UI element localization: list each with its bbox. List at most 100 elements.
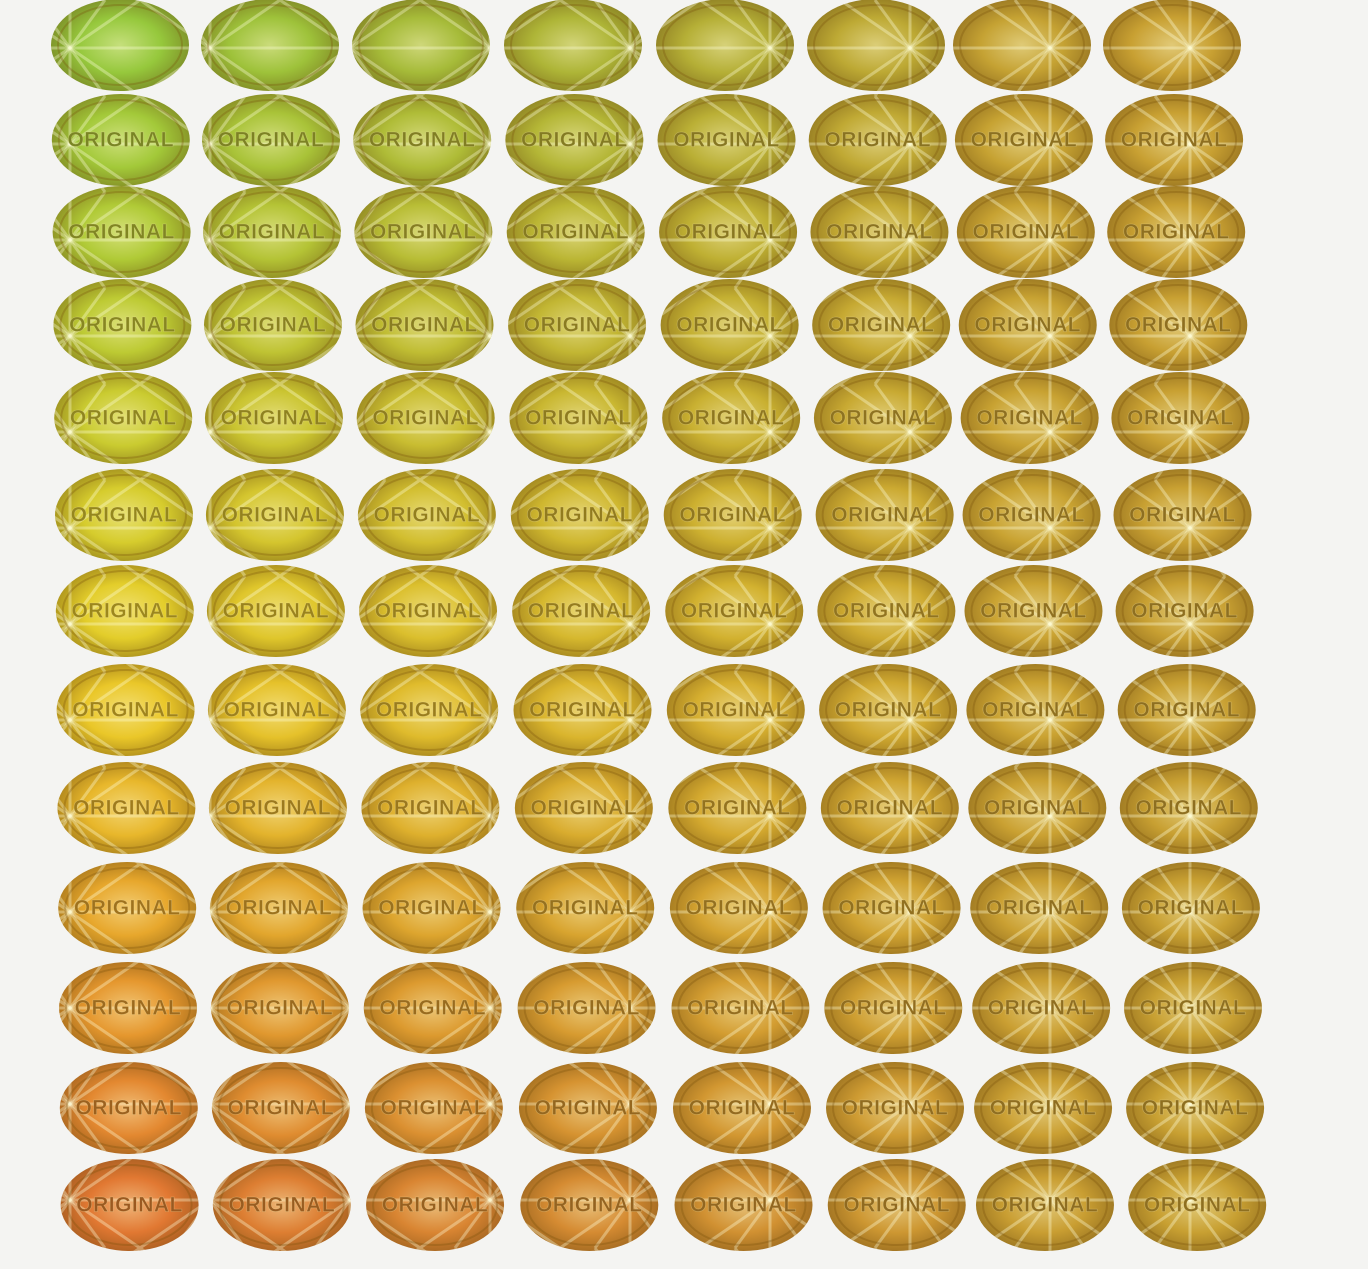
sticker-ring (675, 867, 802, 949)
sticker-text: ORIGINAL (526, 504, 633, 527)
sticker (656, 0, 794, 91)
sticker-pattern (1128, 1159, 1267, 1251)
sticker-ring (359, 99, 486, 181)
sticker-pattern (1107, 186, 1246, 278)
sticker-ring (66, 1164, 193, 1246)
sticker: ORIGINAL (812, 279, 951, 371)
sticker-text: ORIGINAL (686, 897, 793, 920)
sticker-text: ORIGINAL (1138, 897, 1245, 920)
sticker-text: ORIGINAL (690, 1194, 797, 1217)
sticker-ring (365, 570, 492, 652)
sticker-ring (1109, 4, 1235, 86)
sticker-pattern (354, 186, 493, 278)
sticker-text: ORIGINAL (843, 1194, 950, 1217)
sticker-ring (663, 99, 790, 181)
sticker-text: ORIGINAL (976, 407, 1083, 430)
sticker: ORIGINAL (517, 962, 656, 1054)
sticker: ORIGINAL (57, 762, 196, 854)
sticker: ORIGINAL (1128, 1159, 1267, 1251)
sticker-pattern (506, 186, 645, 278)
sticker-ring (1111, 99, 1238, 181)
sticker: ORIGINAL (516, 862, 655, 954)
sticker: ORIGINAL (1119, 762, 1258, 854)
sticker-ring (680, 1164, 807, 1246)
sticker-ring (212, 570, 339, 652)
sticker: ORIGINAL (361, 762, 500, 854)
sticker-ring (1134, 1164, 1261, 1246)
sticker-text: ORIGINAL (1135, 797, 1242, 820)
sticker-pattern (970, 862, 1109, 954)
sticker-ring (57, 4, 183, 86)
sticker-text: ORIGINAL (522, 221, 629, 244)
sticker-ring (363, 474, 490, 556)
sticker-text: ORIGINAL (375, 600, 482, 623)
sticker-text: ORIGINAL (679, 504, 786, 527)
sticker: ORIGINAL (55, 469, 193, 561)
sticker-pattern (1119, 762, 1258, 854)
sticker: ORIGINAL (1105, 94, 1244, 186)
sticker-pattern (975, 1159, 1114, 1251)
sticker-pattern (517, 962, 656, 1054)
sticker: ORIGINAL (208, 762, 347, 854)
sticker-pattern (820, 762, 959, 854)
sticker-pattern (656, 0, 794, 91)
sticker: ORIGINAL (363, 962, 502, 1054)
sticker-pattern (204, 372, 343, 464)
sticker-text: ORIGINAL (826, 221, 933, 244)
sticker: ORIGINAL (211, 1062, 350, 1154)
sticker-ring (826, 767, 953, 849)
sticker-pattern (201, 0, 339, 91)
sticker-ring (58, 191, 185, 273)
sticker: ORIGINAL (364, 1062, 503, 1154)
sticker: ORIGINAL (972, 962, 1111, 1054)
sticker-ring (372, 1164, 499, 1246)
sticker: ORIGINAL (513, 664, 652, 756)
sticker: ORIGINAL (52, 186, 191, 278)
sticker: ORIGINAL (204, 372, 343, 464)
sticker: ORIGINAL (968, 762, 1107, 854)
sticker-text: ORIGINAL (838, 897, 945, 920)
sticker-ring (65, 1067, 192, 1149)
sticker-text: ORIGINAL (226, 897, 333, 920)
sticker-ring (61, 474, 187, 556)
sticker: ORIGINAL (665, 565, 804, 657)
sticker-pattern (815, 469, 954, 561)
sticker-ring (981, 1164, 1108, 1246)
sticker-text: ORIGINAL (218, 129, 325, 152)
sticker-ring (832, 1067, 959, 1149)
sticker-ring (518, 570, 645, 652)
sticker-text: ORIGINAL (228, 1194, 335, 1217)
sticker-pattern (668, 762, 807, 854)
sticker-text: ORIGINAL (528, 600, 635, 623)
sticker: ORIGINAL (669, 862, 808, 954)
sticker-text: ORIGINAL (840, 997, 947, 1020)
sticker-text: ORIGINAL (990, 1097, 1097, 1120)
sticker-ring (816, 191, 943, 273)
sticker: ORIGINAL (674, 1159, 813, 1251)
sticker-pattern (362, 862, 501, 954)
sticker-pattern (363, 962, 502, 1054)
sticker: ORIGINAL (359, 565, 498, 657)
sticker: ORIGINAL (202, 186, 341, 278)
sticker-pattern (657, 94, 796, 186)
sticker-pattern (968, 762, 1107, 854)
sticker-ring (830, 967, 957, 1049)
sticker: ORIGINAL (975, 1159, 1114, 1251)
sticker (504, 0, 642, 91)
sticker-pattern (58, 862, 197, 954)
sticker: ORIGINAL (956, 186, 1095, 278)
sticker: ORIGINAL (1126, 1062, 1265, 1154)
sticker: ORIGINAL (824, 962, 963, 1054)
sticker-ring (366, 669, 493, 751)
sticker: ORIGINAL (509, 372, 648, 464)
sticker-pattern (1103, 0, 1241, 91)
sticker: ORIGINAL (520, 1159, 659, 1251)
sticker-pattern (208, 762, 347, 854)
sticker-pattern (966, 664, 1105, 756)
sticker-text: ORIGINAL (984, 797, 1091, 820)
sticker-ring (61, 570, 188, 652)
sticker: ORIGINAL (203, 279, 342, 371)
sticker-ring (523, 967, 650, 1049)
sticker: ORIGINAL (51, 94, 190, 186)
sticker-ring (978, 967, 1105, 1049)
